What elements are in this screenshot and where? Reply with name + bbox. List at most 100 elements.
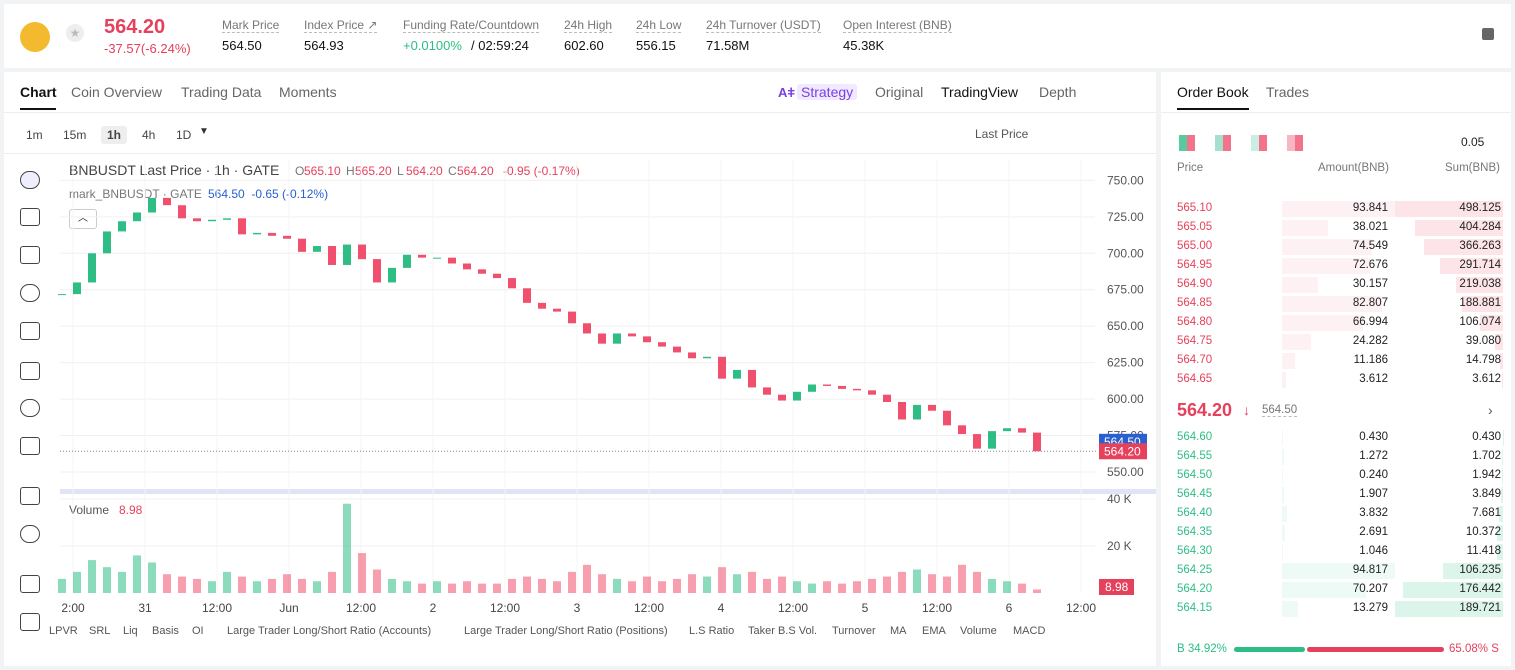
amount-bar [1282, 430, 1283, 446]
sell-ratio: 65.08% S [1449, 643, 1499, 655]
ob-view-icon[interactable] [1251, 135, 1267, 151]
amount-bar [1282, 544, 1284, 560]
tool-icon[interactable] [20, 487, 40, 505]
indicator[interactable]: MA [890, 625, 907, 637]
x-tick-label: 31 [138, 601, 152, 615]
ob-price[interactable]: 564.35 [1177, 526, 1213, 538]
interval[interactable]: 1D [176, 128, 192, 142]
tool-icon[interactable] [20, 525, 40, 543]
candle [583, 323, 591, 334]
indicator[interactable]: Turnover [832, 625, 876, 637]
ob-sum: 3.849 [1472, 488, 1501, 500]
indicator[interactable]: LPVR [49, 625, 78, 637]
indicator[interactable]: Basis [152, 625, 179, 637]
view-tab[interactable]: TradingView [941, 84, 1019, 100]
collapse[interactable]: ︿ [69, 209, 97, 229]
candle [373, 259, 381, 283]
indicator[interactable]: Liq [123, 625, 138, 637]
ohlc-key: H [346, 164, 355, 178]
tool-icon[interactable] [20, 246, 40, 264]
interval[interactable]: 4h [142, 128, 156, 142]
tab[interactable]: Trading Data [181, 84, 262, 100]
dropdown[interactable]: ▼ [199, 126, 209, 137]
volume-bar [58, 578, 66, 593]
price-type[interactable]: Last Price [975, 127, 1029, 141]
candle [478, 269, 486, 274]
view-tab[interactable]: Original [875, 84, 924, 100]
ob-price[interactable]: 564.25 [1177, 564, 1213, 576]
indicator[interactable]: Volume [960, 625, 997, 637]
ob-price[interactable]: 564.30 [1177, 545, 1213, 557]
ob-tab[interactable]: Order Book [1177, 84, 1249, 100]
volume-bar [103, 567, 111, 593]
ob-price[interactable]: 565.00 [1177, 240, 1213, 252]
tab[interactable]: Moments [279, 84, 337, 100]
tool-icon[interactable] [20, 322, 40, 340]
ob-price[interactable]: 564.55 [1177, 450, 1213, 462]
indicator[interactable]: Taker B.S Vol. [748, 625, 818, 637]
ob-price[interactable]: 564.70 [1177, 354, 1213, 366]
book-icon[interactable] [1482, 28, 1494, 40]
view-tab[interactable]: Depth [1039, 84, 1077, 100]
y-tick-label: 725.00 [1107, 210, 1144, 224]
ob-price[interactable]: 564.95 [1177, 259, 1213, 271]
candle [643, 336, 651, 343]
volume-bar [313, 581, 321, 593]
indicator[interactable]: Large Trader Long/Short Ratio (Positions… [464, 625, 668, 637]
interval[interactable]: 1m [26, 128, 43, 142]
indicator[interactable]: OI [192, 625, 204, 637]
amount-bar [1282, 601, 1298, 617]
tab[interactable]: Coin Overview [71, 84, 163, 100]
tool-icon[interactable] [20, 399, 40, 417]
ob-price[interactable]: 564.85 [1177, 297, 1213, 309]
ob-sum: 7.681 [1472, 507, 1501, 519]
y-tick-label: 700.00 [1107, 246, 1144, 260]
view-tab[interactable]: Strategy [797, 84, 858, 100]
ob-price[interactable]: 564.40 [1177, 507, 1213, 519]
ob-price[interactable]: 564.80 [1177, 316, 1213, 328]
interval[interactable]: 15m [63, 128, 87, 142]
tool-icon[interactable] [20, 613, 40, 631]
ohlc-value: 564.20 [406, 164, 443, 178]
ob-view-icon[interactable] [1287, 135, 1303, 151]
ob-price[interactable]: 564.75 [1177, 335, 1213, 347]
favorite[interactable]: ★ [66, 24, 84, 42]
indicator[interactable]: EMA [922, 625, 946, 637]
ob-step[interactable]: 0.05 [1461, 135, 1485, 149]
candle [148, 197, 156, 213]
interval[interactable]: 1h [101, 126, 128, 144]
mid-more[interactable]: › [1488, 402, 1493, 418]
tool-icon[interactable] [20, 575, 40, 593]
ob-view-icon[interactable] [1215, 135, 1231, 151]
ob-price[interactable]: 564.90 [1177, 278, 1213, 290]
ob-view-icon[interactable] [1179, 135, 1195, 151]
ob-price[interactable]: 564.15 [1177, 602, 1213, 614]
ob-amount: 38.021 [1352, 221, 1388, 233]
volume-bar [988, 578, 996, 593]
volume-bar [523, 576, 531, 593]
strategy-icon[interactable]: Aǂ [778, 85, 795, 100]
tool-icon[interactable] [20, 362, 40, 380]
ob-price[interactable]: 564.65 [1177, 373, 1213, 385]
ob-price[interactable]: 564.45 [1177, 488, 1213, 500]
sum-bar [1496, 544, 1503, 560]
tool-icon[interactable] [20, 284, 40, 302]
tool-icon[interactable] [20, 171, 40, 189]
indicator[interactable]: Large Trader Long/Short Ratio (Accounts) [227, 625, 432, 637]
ob-sum: 404.284 [1459, 221, 1501, 233]
tab[interactable]: Chart [20, 84, 57, 100]
indicator[interactable]: L.S Ratio [689, 625, 735, 637]
ob-price[interactable]: 564.50 [1177, 469, 1213, 481]
ob-price[interactable]: 564.60 [1177, 431, 1213, 443]
indicator[interactable]: MACD [1013, 625, 1046, 637]
candle [553, 308, 561, 312]
ob-tab[interactable]: Trades [1266, 84, 1310, 100]
indicator[interactable]: SRL [89, 625, 111, 637]
tool-icon[interactable] [20, 437, 40, 455]
x-tick-label: 12:00 [922, 601, 952, 615]
tool-icon[interactable] [20, 208, 40, 226]
ob-price[interactable]: 565.10 [1177, 202, 1213, 214]
sum-bar [1502, 372, 1503, 388]
ob-price[interactable]: 565.05 [1177, 221, 1213, 233]
ob-price[interactable]: 564.20 [1177, 583, 1213, 595]
